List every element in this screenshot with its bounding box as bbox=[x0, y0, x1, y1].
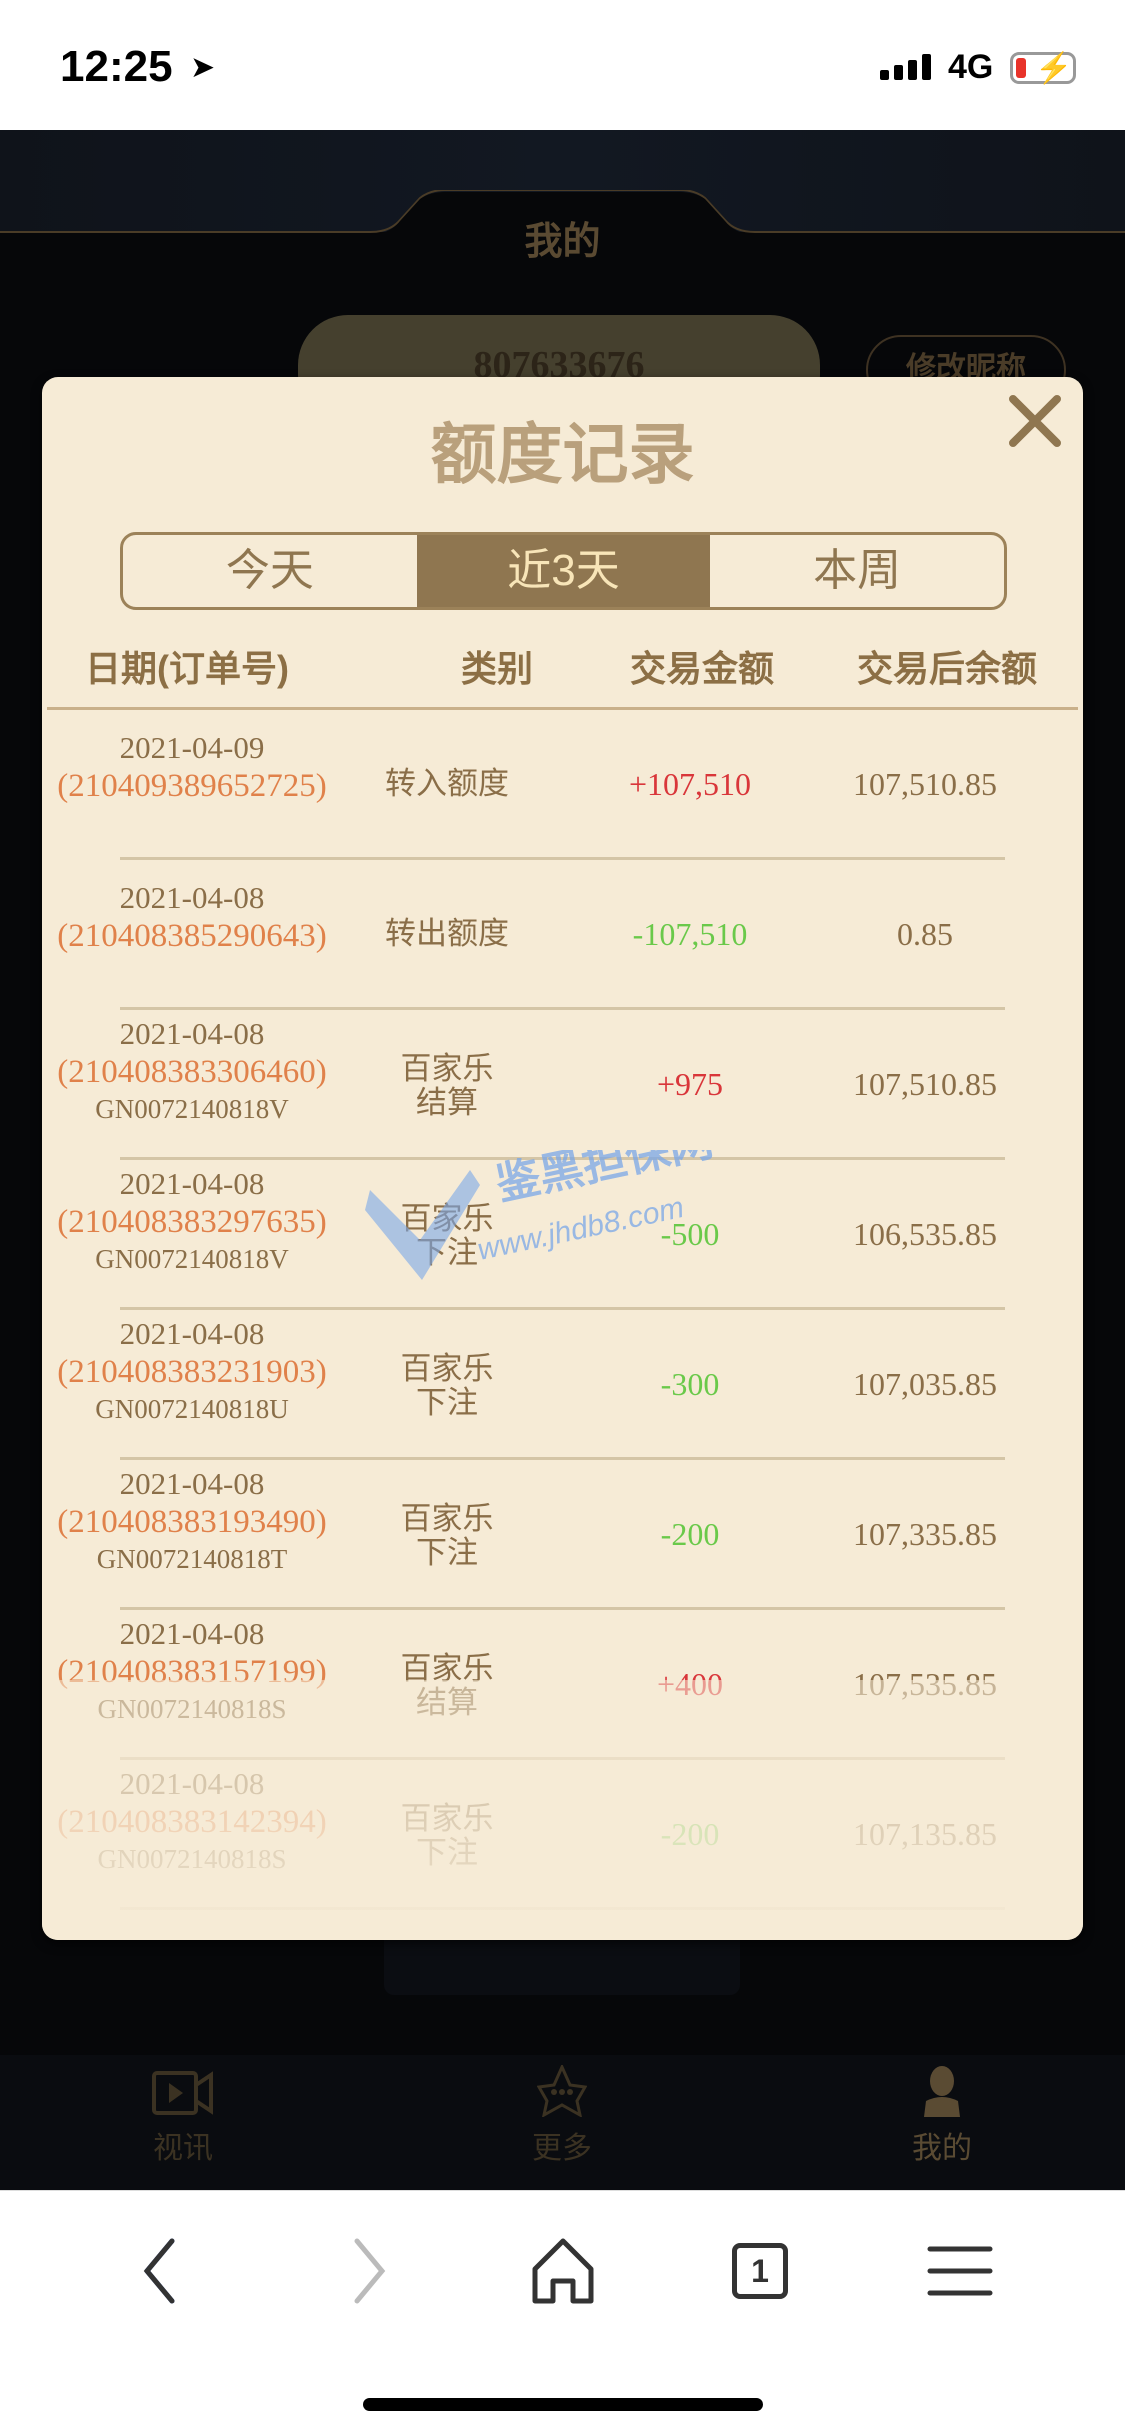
network-type: 4G bbox=[948, 48, 994, 86]
order-number: (210408383297635) bbox=[57, 1204, 327, 1240]
record-type-line1: 转入额度 bbox=[385, 766, 509, 801]
credit-record-modal: 额度记录 今天 近3天 本周 日期(订单号) 类别 交易金额 交易后余额 202… bbox=[42, 377, 1083, 1940]
page-title: 我的 bbox=[524, 221, 601, 263]
record-date: 2021-04-08 bbox=[119, 1316, 265, 1351]
record-type: 转出额度 bbox=[382, 917, 512, 951]
app-header bbox=[0, 130, 1125, 235]
record-type: 百家乐 下注 bbox=[382, 1352, 512, 1420]
order-number: (210408383306460) bbox=[57, 1054, 327, 1090]
date-range-tabs: 今天 近3天 本周 bbox=[120, 532, 1007, 610]
record-amount: -200 bbox=[660, 1516, 720, 1552]
status-bar: 12:25 ➤ 4G ⚡ bbox=[0, 0, 1125, 130]
record-date: 2021-04-08 bbox=[119, 1166, 265, 1201]
star-more-icon bbox=[537, 2065, 587, 2117]
tab-more[interactable]: 更多 bbox=[482, 2065, 642, 2167]
record-date: 2021-04-08 bbox=[119, 1466, 265, 1501]
record-balance: 107,510.85 bbox=[853, 766, 997, 802]
record-balance: 107,510.85 bbox=[853, 1066, 997, 1102]
home-indicator bbox=[363, 2398, 763, 2411]
record-balance: 106,535.85 bbox=[853, 1216, 997, 1252]
record-type-line1: 百家乐 bbox=[400, 1351, 494, 1386]
close-icon[interactable] bbox=[1005, 391, 1065, 451]
record-amount: -300 bbox=[660, 1366, 720, 1402]
game-round-id: GN0072140818V bbox=[95, 1094, 289, 1124]
col-balance: 交易后余额 bbox=[856, 648, 1037, 689]
record-type: 百家乐 下注 bbox=[382, 1502, 512, 1570]
signal-icon bbox=[880, 54, 931, 80]
tab-count: 1 bbox=[732, 2243, 788, 2299]
tab-video-label: 视讯 bbox=[153, 2132, 213, 2165]
tab-more-label: 更多 bbox=[532, 2132, 592, 2165]
order-number: (210409389652725) bbox=[57, 768, 327, 804]
record-date: 2021-04-09 bbox=[119, 730, 265, 765]
record-type-line2: 下注 bbox=[416, 1235, 478, 1270]
record-amount: -500 bbox=[660, 1216, 720, 1252]
scroll-fade bbox=[42, 1680, 1083, 1940]
forward-icon[interactable] bbox=[327, 2231, 407, 2311]
record-type-line2: 下注 bbox=[416, 1385, 478, 1420]
record-date: 2021-04-08 bbox=[119, 880, 265, 915]
record-type: 百家乐 结算 bbox=[382, 1052, 512, 1120]
tab-last-3-days[interactable]: 近3天 bbox=[416, 535, 711, 607]
col-amount: 交易金额 bbox=[629, 648, 774, 689]
tab-video[interactable]: 视讯 bbox=[103, 2065, 263, 2167]
user-icon bbox=[924, 2066, 960, 2117]
menu-icon[interactable] bbox=[920, 2231, 1000, 2311]
back-icon[interactable] bbox=[122, 2231, 202, 2311]
record-row: 2021-04-08 (210408383231903) GN007214081… bbox=[57, 1310, 1005, 1460]
record-type-line1: 转出额度 bbox=[385, 916, 509, 951]
record-date-cell: 2021-04-08 (210408383193490) GN007214081… bbox=[42, 1464, 342, 1576]
location-icon: ➤ bbox=[190, 51, 216, 84]
clock: 12:25 bbox=[60, 42, 173, 91]
battery-icon: ⚡ bbox=[1010, 52, 1076, 85]
tab-this-week[interactable]: 本周 bbox=[813, 546, 902, 595]
record-date-cell: 2021-04-08 (210408383306460) GN007214081… bbox=[42, 1014, 342, 1126]
record-date: 2021-04-08 bbox=[119, 1016, 265, 1051]
tab-mine-label: 我的 bbox=[912, 2132, 972, 2165]
header-divider bbox=[47, 707, 1078, 710]
record-amount: -107,510 bbox=[632, 916, 748, 952]
game-round-id: GN0072140818T bbox=[96, 1544, 288, 1574]
record-date: 2021-04-08 bbox=[119, 1616, 265, 1651]
record-type-line2: 下注 bbox=[416, 1535, 478, 1570]
record-date-cell: 2021-04-08 (210408385290643) bbox=[42, 878, 342, 956]
record-date-cell: 2021-04-08 (210408383231903) GN007214081… bbox=[42, 1314, 342, 1426]
record-type-line1: 百家乐 bbox=[400, 1051, 494, 1086]
record-row: 2021-04-08 (210408383297635) GN007214081… bbox=[57, 1160, 1005, 1310]
record-type-line1: 百家乐 bbox=[400, 1201, 494, 1236]
game-round-id: GN0072140818V bbox=[95, 1244, 289, 1274]
order-number: (210408385290643) bbox=[57, 918, 327, 954]
table-header: 日期(订单号) 类别 交易金额 交易后余额 bbox=[42, 640, 1083, 690]
record-row: 2021-04-08 (210408383306460) GN007214081… bbox=[57, 1010, 1005, 1160]
modal-title: 额度记录 bbox=[430, 417, 695, 491]
record-type-line1: 百家乐 bbox=[400, 1501, 494, 1536]
record-type: 转入额度 bbox=[382, 767, 512, 801]
record-type-line2: 结算 bbox=[416, 1085, 478, 1120]
record-date-cell: 2021-04-09 (210409389652725) bbox=[42, 728, 342, 806]
record-balance: 107,335.85 bbox=[853, 1516, 997, 1552]
record-balance: 107,035.85 bbox=[853, 1366, 997, 1402]
home-icon[interactable] bbox=[523, 2231, 603, 2311]
record-balance: 0.85 bbox=[897, 916, 953, 952]
col-type: 类别 bbox=[460, 648, 533, 689]
order-number: (210408383231903) bbox=[57, 1354, 327, 1390]
browser-toolbar: 1 bbox=[0, 2190, 1125, 2436]
record-row: 2021-04-08 (210408385290643) 转出额度 -107,5… bbox=[57, 860, 1005, 1010]
record-amount: +107,510 bbox=[628, 766, 752, 802]
record-row: 2021-04-08 (210408383193490) GN007214081… bbox=[57, 1460, 1005, 1610]
tab-mine[interactable]: 我的 bbox=[862, 2065, 1022, 2167]
record-row: 2021-04-09 (210409389652725) 转入额度 +107,5… bbox=[57, 710, 1005, 860]
record-type: 百家乐 下注 bbox=[382, 1202, 512, 1270]
record-amount: +975 bbox=[656, 1066, 724, 1102]
tabs-button[interactable]: 1 bbox=[720, 2231, 800, 2311]
video-icon bbox=[152, 2071, 213, 2115]
order-number: (210408383193490) bbox=[57, 1504, 327, 1540]
record-type-line1: 百家乐 bbox=[400, 1651, 494, 1686]
col-date: 日期(订单号) bbox=[85, 648, 289, 689]
record-date-cell: 2021-04-08 (210408383297635) GN007214081… bbox=[42, 1164, 342, 1276]
bottom-tab-bar: 视讯 更多 我的 bbox=[0, 2055, 1125, 2190]
game-round-id: GN0072140818U bbox=[95, 1394, 289, 1424]
tab-today[interactable]: 今天 bbox=[225, 546, 314, 595]
